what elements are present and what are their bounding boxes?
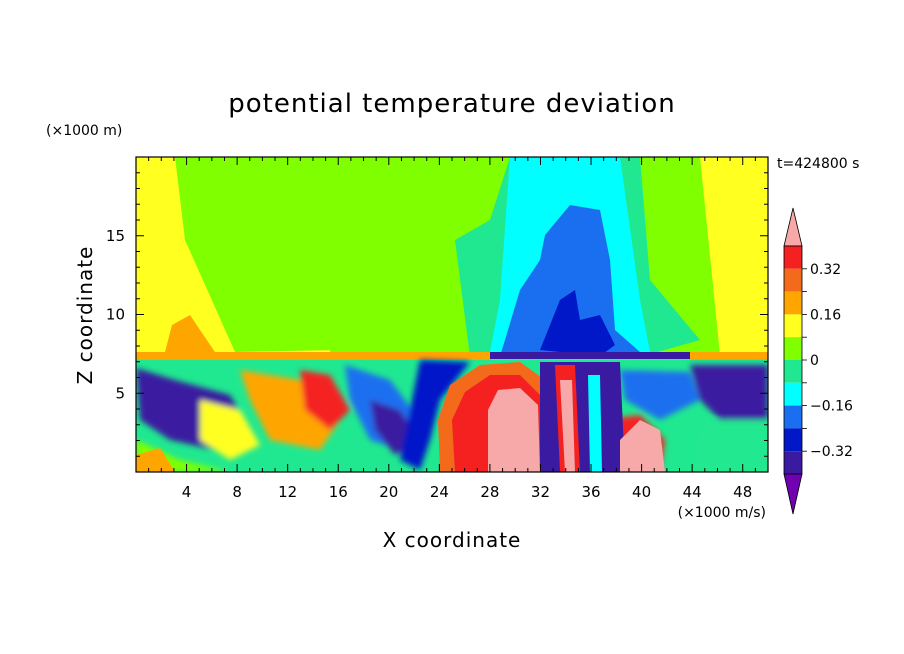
y-tick-label: 5 <box>115 384 125 402</box>
colorbar-swatch <box>784 314 802 338</box>
x-tick-label: 16 <box>329 483 348 501</box>
colorbar-swatch <box>784 268 802 292</box>
colorbar-tick-label: 0 <box>810 353 819 369</box>
colorbar-swatch <box>784 246 802 269</box>
x-tick-label: 48 <box>733 483 752 501</box>
colorbar-swatch <box>784 382 802 406</box>
colorbar-swatch <box>784 291 802 315</box>
colorbar-max-arrow <box>783 207 803 247</box>
colorbar-tick-label: 0.16 <box>810 307 841 323</box>
colorbar-tick-label: −0.16 <box>810 399 853 415</box>
x-tick-label: 44 <box>683 483 702 501</box>
x-axis-label: X coordinate <box>383 528 522 552</box>
chart-title: potential temperature deviation <box>228 89 675 119</box>
y-axis-label: Z coordinate <box>73 246 97 385</box>
colorbar-min-arrow <box>783 473 803 515</box>
x-axis: 4 8 12 16 20 24 28 32 36 40 44 48 <box>148 157 756 501</box>
x-tick-label: 4 <box>182 483 192 501</box>
colorbar-tick-label: 0.32 <box>810 262 841 278</box>
x-tick-label: 8 <box>232 483 242 501</box>
colorbar-swatch <box>784 428 802 452</box>
heatmap-field <box>136 157 768 472</box>
colorbar-swatch <box>784 360 802 383</box>
colorbar-swatch <box>784 337 802 360</box>
x-tick-label: 12 <box>278 483 297 501</box>
y-unit-label: (×1000 m) <box>46 123 122 139</box>
y-axis: 5 10 15 <box>106 172 768 457</box>
y-tick-label: 10 <box>106 306 125 324</box>
y-tick-label: 15 <box>106 227 125 245</box>
colorbar-tick-label: −0.32 <box>810 444 853 460</box>
x-tick-label: 32 <box>531 483 550 501</box>
x-tick-label: 24 <box>430 483 449 501</box>
x-tick-label: 40 <box>632 483 651 501</box>
x-tick-label: 20 <box>379 483 398 501</box>
colorbar-swatch <box>784 405 802 429</box>
x-tick-label: 28 <box>480 483 499 501</box>
x-tick-label: 36 <box>581 483 600 501</box>
colorbar-swatch <box>784 451 802 474</box>
x-unit-label: (×1000 m/s) <box>678 505 766 521</box>
time-label: t=424800 s <box>777 156 859 172</box>
colorbar: 0.32 0.16 0 −0.16 −0.32 <box>783 207 853 515</box>
